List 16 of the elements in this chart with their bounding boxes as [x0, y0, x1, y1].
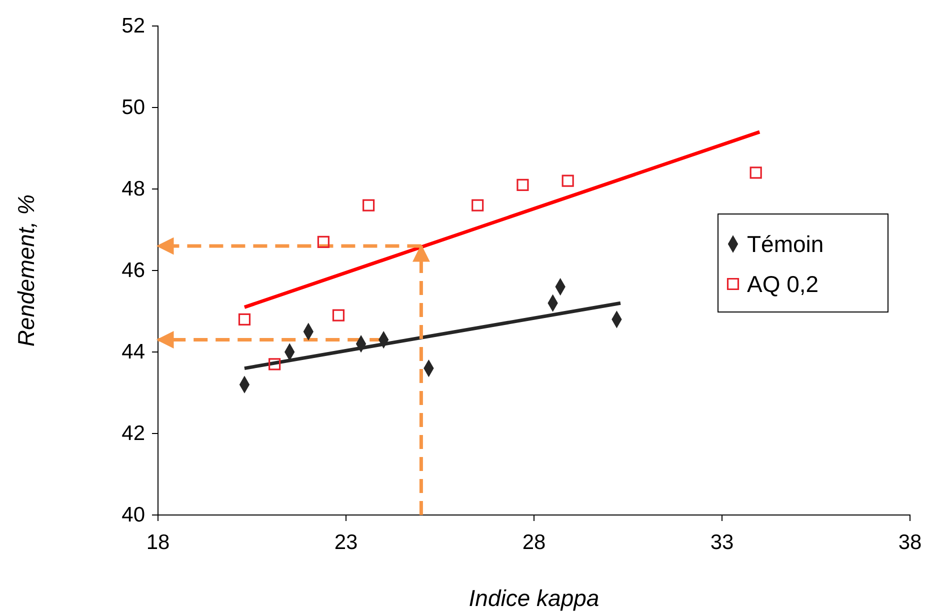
x-tick-label: 28	[522, 531, 546, 554]
x-tick-label: 18	[146, 531, 170, 554]
legend-label: AQ 0,2	[747, 271, 819, 297]
y-tick-label: 52	[122, 14, 145, 38]
legend-label: Témoin	[747, 231, 824, 257]
x-tick-label: 33	[710, 531, 734, 554]
x-tick-label: 23	[334, 531, 358, 554]
y-tick-label: 50	[122, 96, 145, 120]
y-tick-label: 46	[122, 259, 145, 282]
y-tick-label: 48	[122, 178, 145, 201]
x-tick-label: 38	[898, 531, 922, 554]
y-tick-label: 42	[122, 422, 145, 446]
y-tick-label: 44	[122, 340, 146, 364]
y-tick-label: 40	[122, 504, 145, 527]
x-axis-title: Indice kappa	[468, 585, 600, 611]
y-axis-title: Rendement, %	[13, 194, 39, 347]
